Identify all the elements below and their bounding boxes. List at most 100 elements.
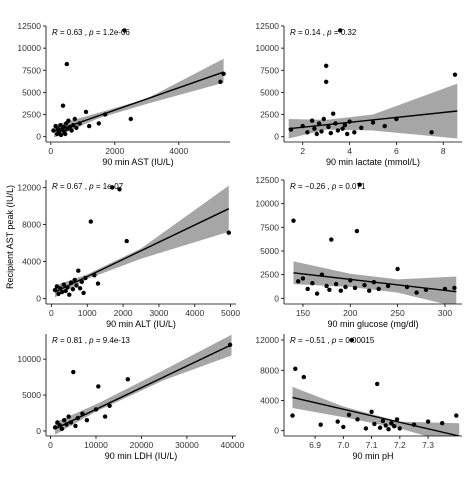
- panel-1-point-22: [77, 121, 82, 126]
- panel-4-point-4: [305, 286, 310, 292]
- panel-2-point-1: [288, 127, 294, 132]
- panel-2-point-8: [319, 129, 324, 134]
- panel-4-stat-p-symbol: p: [331, 182, 337, 191]
- panel-5-point-4: [59, 426, 65, 431]
- panel-3-point-22: [110, 185, 115, 190]
- panel-3-point-14: [76, 268, 81, 273]
- panel-3-x-tick-label-4: 3000: [149, 308, 168, 318]
- panel-2-x-tick-label-1: 2: [300, 146, 305, 156]
- panel-1-point-23: [83, 109, 89, 115]
- panel-6-point-2: [293, 366, 298, 371]
- panel-6-point-25: [454, 413, 459, 418]
- panel-6-x-tick-label-1: 6.9: [309, 440, 321, 450]
- panel-6-point-20: [394, 417, 400, 422]
- panel-2-y-tick-label-6: 12500: [255, 21, 279, 31]
- panel-6-point-22: [411, 422, 417, 427]
- panel-6-stat-r-value: = −0.51 ,: [296, 336, 332, 345]
- panel-3-point-4: [58, 286, 63, 291]
- panel-1-point-10: [61, 124, 66, 130]
- panel-6-stat-p-symbol: p: [331, 336, 337, 345]
- panel-1-stat-r-value: = 0.63 ,: [58, 28, 89, 37]
- panel-4-y-tick-label-1: 0: [274, 293, 279, 303]
- panel-1-x-tick-label-1: 0: [48, 146, 53, 156]
- panel-1-x-axis-title: 90 min AST (IU/L): [102, 157, 173, 167]
- panel-6-y-tick-label-1: 0: [274, 426, 279, 436]
- panel-3-y-tick-label-2: 4000: [22, 256, 41, 266]
- panel-4-point-10: [329, 237, 334, 242]
- panel-1-confidence-band: [54, 58, 224, 138]
- panel-3-point-12: [72, 277, 77, 283]
- panel-2-point-18: [340, 126, 345, 131]
- panel-2-x-axis-title: 90 min lactate (mmol/L): [326, 157, 420, 167]
- panel-3-point-7: [63, 288, 68, 294]
- panel-4-x-tick-label-2: 200: [343, 308, 357, 318]
- panel-3-x-tick-label-2: 1000: [78, 308, 97, 318]
- panel-2-point-10: [324, 63, 329, 68]
- panel-1-y-tick-label-6: 12500: [17, 21, 41, 31]
- panel-1-x-tick-label-2: 2000: [105, 146, 124, 156]
- panel-2-point-16: [335, 128, 341, 133]
- panel-4-point-2: [296, 279, 301, 284]
- panel-3-y-tick-label-3: 8000: [22, 219, 41, 229]
- panel-2-stat-annotation: R = 0.14 , p = 0.32: [290, 28, 357, 37]
- panel-5-confidence-band: [55, 334, 232, 435]
- panel-6-point-7: [346, 412, 352, 417]
- panel-4-x-tick-label-1: 150: [296, 308, 310, 318]
- panel-2-point-20: [345, 131, 350, 137]
- panel-1-stat-annotation: R = 0.63 , p = 1.2e-06: [52, 28, 130, 37]
- panel-6-point-8: [349, 337, 354, 343]
- panel-1-point-27: [122, 28, 127, 33]
- panel-4-point-28: [452, 285, 457, 291]
- panel-2-point-11: [324, 79, 329, 85]
- panel-1-point-18: [69, 128, 74, 133]
- panel-3-confidence-band: [55, 185, 229, 298]
- panel-3: 0 1000 2000 3000 4000 5000 0 4000 8000 12000 90 mi…: [17, 180, 240, 329]
- panel-2-point-22: [352, 130, 357, 135]
- panel-1-point-4: [55, 126, 60, 131]
- panel-6: 6.9 7.0 7.1 7.2 7.3 0 4000 8000 12000 90 min pH R …: [255, 334, 462, 461]
- panel-2-point-17: [338, 28, 343, 33]
- panel-6-point-9: [355, 417, 360, 422]
- panel-6-point-18: [389, 421, 394, 426]
- panel-3-x-tick-label-6: 5000: [221, 308, 240, 318]
- panel-6-y-tick-label-2: 4000: [260, 395, 279, 405]
- panel-6-point-10: [363, 426, 369, 431]
- panel-1-point-16: [66, 118, 71, 123]
- panel-1-y-tick-label-2: 2500: [22, 110, 41, 120]
- panel-3-point-24: [124, 238, 129, 244]
- panel-6-point-12: [372, 421, 377, 427]
- panel-3-point-3: [56, 291, 61, 296]
- panel-5-x-tick-label-3: 20000: [130, 440, 154, 450]
- panel-6-point-13: [375, 381, 380, 387]
- panel-2-y-tick-label-3: 5000: [260, 87, 279, 97]
- panel-6-regression-line: [292, 396, 460, 436]
- panel-5-point-17: [107, 403, 112, 408]
- panel-6-stat-annotation: R = −0.51 , p = 0.00015: [290, 336, 375, 345]
- panel-4-point-6: [314, 291, 320, 296]
- panel-2-point-24: [370, 120, 376, 125]
- panel-4-point-19: [367, 288, 372, 293]
- panel-1-y-tick-label-3: 5000: [22, 87, 41, 97]
- panel-2: 2 4 6 8 0 2500 5000 7500 10000 12500 90 min lactat…: [255, 21, 462, 167]
- panel-5-stat-annotation: R = 0.81 , p = 9.4e-13: [52, 336, 130, 345]
- panel-4-point-23: [395, 266, 400, 272]
- panel-3-y-tick-label-1: 0: [36, 293, 41, 303]
- panel-4-y-tick-label-3: 5000: [260, 246, 279, 256]
- panel-3-x-tick-label-3: 2000: [114, 308, 133, 318]
- panel-5-y-tick-label-3: 10000: [17, 354, 41, 364]
- panel-5-x-tick-label-2: 10000: [84, 440, 108, 450]
- panel-6-point-19: [392, 424, 397, 429]
- panel-2-stat-r-symbol: R: [290, 28, 296, 37]
- panel-4-x-tick-label-3: 250: [391, 308, 405, 318]
- panel-5-x-tick-label-4: 30000: [175, 440, 199, 450]
- panel-3-point-8: [65, 285, 70, 290]
- panel-4-point-26: [423, 287, 429, 292]
- panel-4-y-tick-label-4: 7500: [260, 222, 279, 232]
- panel-1-y-tick-label-5: 10000: [17, 43, 41, 53]
- panel-2-regression-line: [288, 110, 458, 130]
- panel-3-stat-r-symbol: R: [52, 182, 58, 191]
- panel-4-y-tick-label-2: 2500: [260, 270, 279, 280]
- panel-5-point-3: [57, 423, 62, 428]
- panel-5-x-tick-label-1: 0: [48, 440, 53, 450]
